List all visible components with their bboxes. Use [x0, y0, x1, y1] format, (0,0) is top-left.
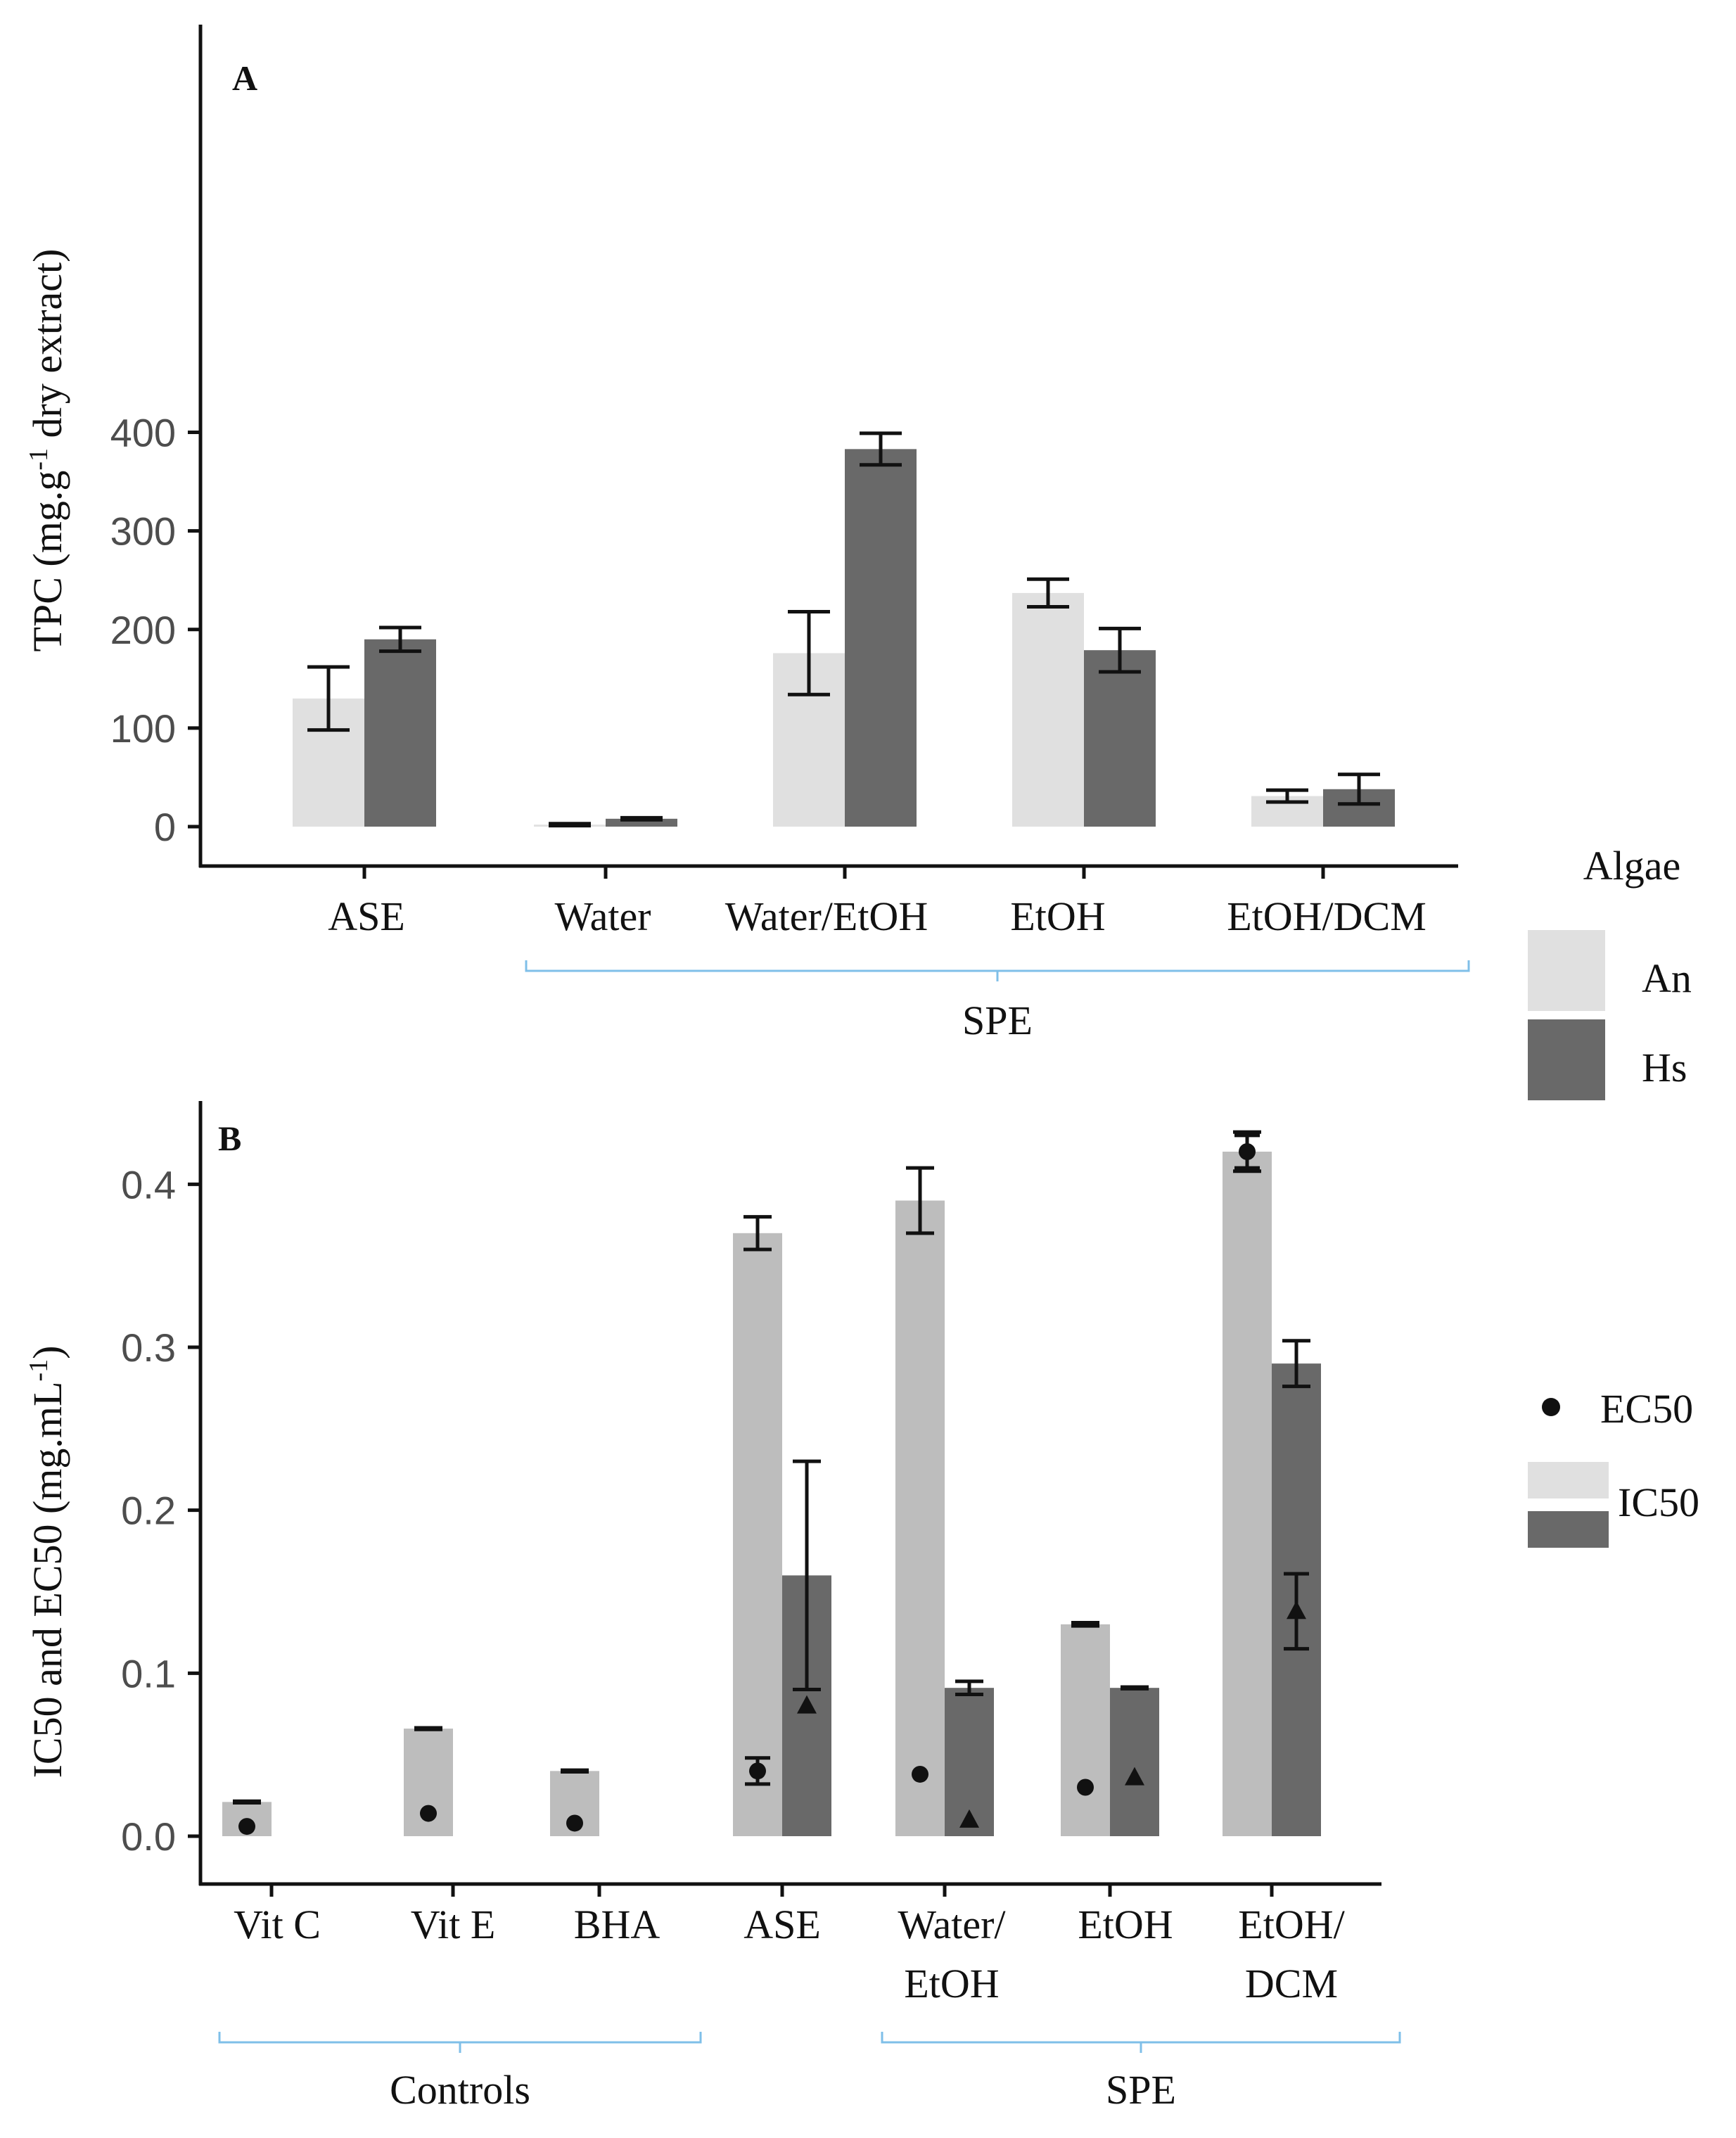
panel-b-error-bars: [233, 1130, 1310, 1805]
error-bar-a-an-etoh-dcm: [1266, 788, 1308, 804]
ec50-circle-vit-e: [420, 1805, 437, 1822]
bar-a-an-etoh: [1012, 592, 1084, 827]
bar-b-ic50-hs-etoh: [1110, 1688, 1159, 1836]
x-tick-label-b-etoh: EtOH: [1078, 1902, 1173, 1947]
y-tick-label-b-0-0: 0.0: [121, 1814, 176, 1859]
y-tick-label-a-0: 0: [154, 805, 176, 849]
panel-a-y-axis-title: TPC (mg.g-1 dry extract): [24, 249, 70, 652]
x-tick-label-a-etoh: EtOH: [1010, 893, 1105, 939]
error-bar-a-an-water-etoh: [788, 610, 830, 696]
x-tick-label-a-water-etoh: Water/EtOH: [725, 893, 928, 939]
panel-a-bars: [293, 449, 1395, 827]
error-bar-a-an-ase: [307, 665, 350, 732]
panel-a-y-ticks: 0 100 200 300 400: [110, 411, 200, 849]
panel-b-x-ticks: Vit C Vit E BHA ASE Water/EtOH EtOH EtOH/DCM: [234, 1884, 1346, 2006]
ec50-triangle-etoh-dcm: [1287, 1601, 1306, 1620]
bar-b-ic50-an-etoh: [1061, 1624, 1110, 1836]
legend-swatch-ic50-dark: [1528, 1511, 1609, 1548]
error-bar-b-ic50-an-etoh: [1071, 1621, 1099, 1628]
legend-label-hs: Hs: [1642, 1045, 1687, 1090]
panel-b-y-ticks: 0.0 0.1 0.2 0.3 0.4: [121, 1162, 200, 1859]
error-bar-a-hs-etoh: [1099, 626, 1141, 674]
x-tick-label-b-vit-c: Vit C: [234, 1902, 321, 1947]
y-tick-label-b-0-3: 0.3: [121, 1325, 176, 1370]
ec50-triangle-ase: [797, 1695, 817, 1714]
y-tick-label-a-200: 200: [110, 608, 176, 652]
y-tick-label-a-400: 400: [110, 411, 176, 455]
bar-a-hs-ase: [364, 639, 436, 827]
y-tick-label-a-100: 100: [110, 706, 176, 751]
legend-algae: Algae An Hs: [1528, 843, 1692, 1100]
error-bar-b-ic50-an-vit-e: [414, 1726, 442, 1731]
legend-label-ec50: EC50: [1600, 1386, 1693, 1432]
ec50-circle-water-etoh: [912, 1765, 928, 1783]
panel-a-spe-label: SPE: [962, 998, 1033, 1043]
error-bar-b-ic50-hs-etoh: [1121, 1685, 1149, 1691]
y-tick-label-b-0-1: 0.1: [121, 1651, 176, 1695]
panel-a-tag: A: [232, 58, 257, 98]
error-bar-b-ic50-an-vit-c: [233, 1799, 261, 1805]
panel-b-controls-brace: [218, 2032, 702, 2053]
ec50-circle-vit-c: [238, 1818, 255, 1835]
panel-a-x-ticks: ASE Water Water/EtOH EtOH EtOH/DCM: [328, 866, 1427, 939]
legend-ec50-ic50: EC50 IC50: [1528, 1386, 1699, 1548]
bar-b-ic50-an-ase: [733, 1233, 782, 1836]
x-tick-label-a-ase: ASE: [328, 893, 405, 939]
legend-label-an: An: [1642, 955, 1692, 1001]
x-tick-label-a-etoh-dcm: EtOH/DCM: [1227, 893, 1427, 939]
panel-a-error-bars: [307, 431, 1380, 828]
legend-label-ic50: IC50: [1618, 1480, 1699, 1525]
legend-swatch-an: [1528, 930, 1605, 1011]
error-bar-a-an-etoh: [1027, 577, 1069, 609]
panel-b: B IC50 and EC50 (mg.mL-1) 0.00.10.20.30.…: [24, 1101, 1401, 2113]
ec50-circle-ase: [749, 1762, 766, 1780]
x-tick-label-b-vit-e: Vit E: [411, 1902, 496, 1947]
x-tick-label-b-etoh-dcm: EtOH/DCM: [1238, 1902, 1345, 2006]
panel-b-bars: [222, 1151, 1321, 1836]
error-bar-b-ic50-an-bha: [561, 1768, 589, 1774]
x-tick-label-b-water-etoh: Water/EtOH: [898, 1902, 1006, 2006]
error-bar-a-an-water: [549, 822, 591, 828]
panel-b-y-axis-title: IC50 and EC50 (mg.mL-1): [24, 1346, 70, 1779]
error-bar-a-hs-etoh-dcm: [1338, 772, 1380, 806]
x-tick-label-b-ase: ASE: [743, 1902, 821, 1947]
panel-a: A TPC (mg.g-1 dry extract) 0 100 200 300 400…: [24, 25, 1470, 1043]
error-bar-b-ic50-an-ase: [743, 1215, 772, 1252]
legend-swatch-hs: [1528, 1019, 1605, 1100]
panel-b-controls-label: Controls: [390, 2067, 530, 2113]
error-bar-b-ic50-hs-etoh-dcm: [1282, 1339, 1310, 1389]
error-bar-b-ic50-hs-water-etoh: [955, 1679, 983, 1696]
error-bar-a-hs-ase: [379, 625, 421, 654]
bar-a-hs-water: [606, 818, 677, 827]
panel-a-spe-brace: [525, 960, 1470, 981]
ec50-triangle-water-etoh: [959, 1809, 979, 1828]
x-tick-label-b-bha: BHA: [574, 1902, 660, 1947]
legend-ec50-marker: [1542, 1398, 1560, 1416]
bar-a-hs-etoh: [1084, 650, 1156, 827]
y-tick-label-a-300: 300: [110, 509, 176, 554]
panel-b-spe-label: SPE: [1106, 2067, 1176, 2113]
error-bar-b-ic50-hs-ase: [793, 1459, 821, 1691]
legend-swatch-ic50-light: [1528, 1462, 1609, 1498]
bar-b-ic50-an-etoh-dcm: [1223, 1151, 1272, 1836]
ec50-triangle-etoh: [1125, 1767, 1144, 1786]
error-bar-a-hs-water-etoh: [860, 431, 902, 467]
y-tick-label-b-0-2: 0.2: [121, 1489, 176, 1533]
y-tick-label-b-0-4: 0.4: [121, 1162, 176, 1207]
bar-a-hs-water-etoh: [845, 449, 917, 827]
bar-b-ic50-an-water-etoh: [895, 1200, 945, 1836]
error-bar-a-hs-water: [620, 815, 663, 822]
ec50-circle-bha: [566, 1814, 583, 1832]
panel-b-tag: B: [218, 1119, 241, 1158]
ec50-circle-etoh-dcm: [1239, 1143, 1256, 1160]
error-bar-b-ic50-an-water-etoh: [906, 1166, 934, 1235]
x-tick-label-a-water: Water: [554, 893, 651, 939]
ec50-circle-etoh: [1077, 1779, 1094, 1796]
panel-b-spe-brace: [881, 2032, 1401, 2053]
legend-algae-title: Algae: [1583, 843, 1681, 889]
panel-b-ec50-points: [238, 1133, 1309, 1835]
